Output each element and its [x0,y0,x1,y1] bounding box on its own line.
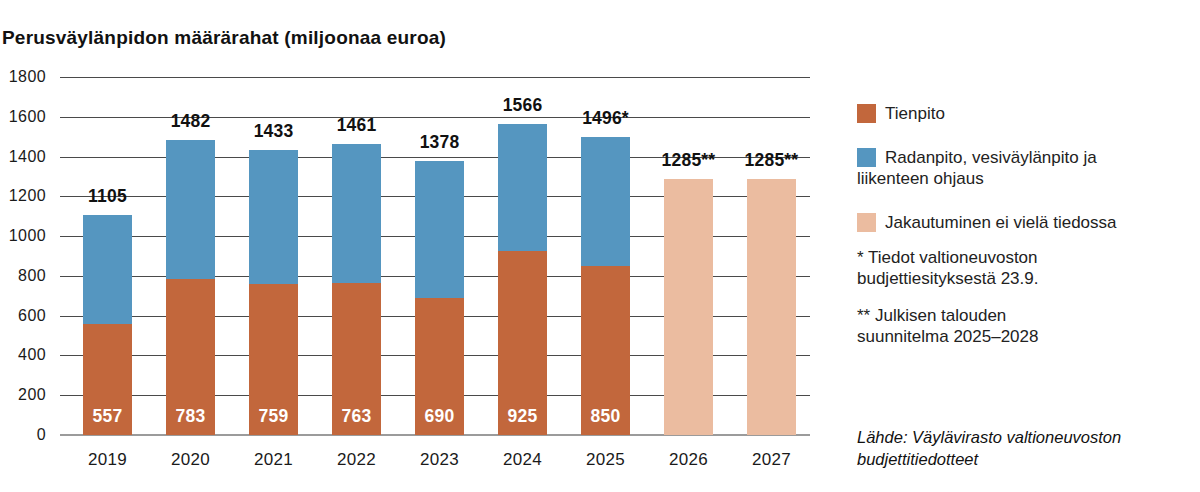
legend-item-tienpito: Tienpito [857,103,1157,124]
y-tick-label-1200: 1200 [0,187,46,205]
x-tick-label-2021: 2021 [229,450,319,470]
legend-item-radanpito: Radanpito, vesiväylänpito ja liikenteen … [857,147,1157,189]
bar-value-label-2021: 759 [244,406,304,427]
bar-segment-radanpito-2024 [498,124,547,251]
y-tick-label-1600: 1600 [0,108,46,126]
jakautuminen-swatch-icon [857,213,876,232]
bar-segment-jakautuminen-2026 [664,179,713,435]
bar-value-label-2024: 925 [493,406,553,427]
footnote-fiscal-plan: ** Julkisen talouden suunnitelma 2025–20… [857,305,1097,347]
bar-total-label-2025: 1496* [561,108,651,129]
legend: Tienpito Radanpito, vesiväylänpito ja li… [857,103,1192,256]
plot-area: 1105 557 1482 783 1433 759 1461 763 1378 690 1566 9… [60,77,810,435]
bar-total-label-2026: 1285** [644,150,734,171]
y-tick-label-200: 200 [0,386,46,404]
bar-value-label-2020: 783 [161,406,221,427]
bar-value-label-2022: 763 [327,406,387,427]
bar-segment-jakautuminen-2027 [747,179,796,435]
y-tick-label-0: 0 [0,426,46,444]
y-tick-label-1800: 1800 [0,68,46,86]
bar-total-label-2027: 1285** [727,150,817,171]
bar-value-label-2019: 557 [78,406,138,427]
bar-segment-radanpito-2023 [415,161,464,298]
tienpito-swatch-icon [857,104,876,123]
bar-segment-radanpito-2025 [581,137,630,265]
bar-segment-radanpito-2021 [249,150,298,284]
y-tick-label-1000: 1000 [0,227,46,245]
y-tick-label-800: 800 [0,267,46,285]
bar-total-label-2020: 1482 [146,111,236,132]
x-tick-label-2025: 2025 [561,450,651,470]
x-tick-label-2022: 2022 [312,450,402,470]
bar-segment-radanpito-2020 [166,140,215,279]
legend-label: Jakautuminen ei vielä tiedossa [885,213,1117,232]
legend-item-jakautuminen: Jakautuminen ei vielä tiedossa [857,212,1157,233]
x-tick-label-2023: 2023 [395,450,485,470]
bar-value-label-2023: 690 [410,406,470,427]
bar-segment-radanpito-2022 [332,144,381,283]
x-tick-label-2026: 2026 [644,450,734,470]
x-tick-label-2024: 2024 [478,450,568,470]
source-text: Lähde: Väylävirasto valtioneuvoston budj… [857,426,1142,470]
bar-value-label-2025: 850 [576,406,636,427]
x-tick-label-2019: 2019 [63,450,153,470]
bar-total-label-2019: 1105 [63,186,153,207]
chart-title: Perusväylänpidon määrärahat (miljoonaa e… [2,27,446,49]
x-tick-label-2020: 2020 [146,450,236,470]
legend-label: Tienpito [885,104,945,123]
y-tick-label-400: 400 [0,346,46,364]
chart-canvas: Perusväylänpidon määrärahat (miljoonaa e… [0,0,1200,492]
bar-total-label-2021: 1433 [229,121,319,142]
y-tick-label-1400: 1400 [0,148,46,166]
y-tick-label-600: 600 [0,307,46,325]
gridline-1800 [60,77,810,78]
footnote-budget-proposal: * Tiedot valtioneuvoston budjettiesityks… [857,247,1097,289]
legend-label: Radanpito, vesiväylänpito ja liikenteen … [857,148,1097,188]
bar-total-label-2022: 1461 [312,115,402,136]
x-tick-label-2027: 2027 [727,450,817,470]
bar-total-label-2023: 1378 [395,132,485,153]
radanpito-swatch-icon [857,148,876,167]
bar-segment-radanpito-2019 [83,215,132,324]
bar-total-label-2024: 1566 [478,95,568,116]
